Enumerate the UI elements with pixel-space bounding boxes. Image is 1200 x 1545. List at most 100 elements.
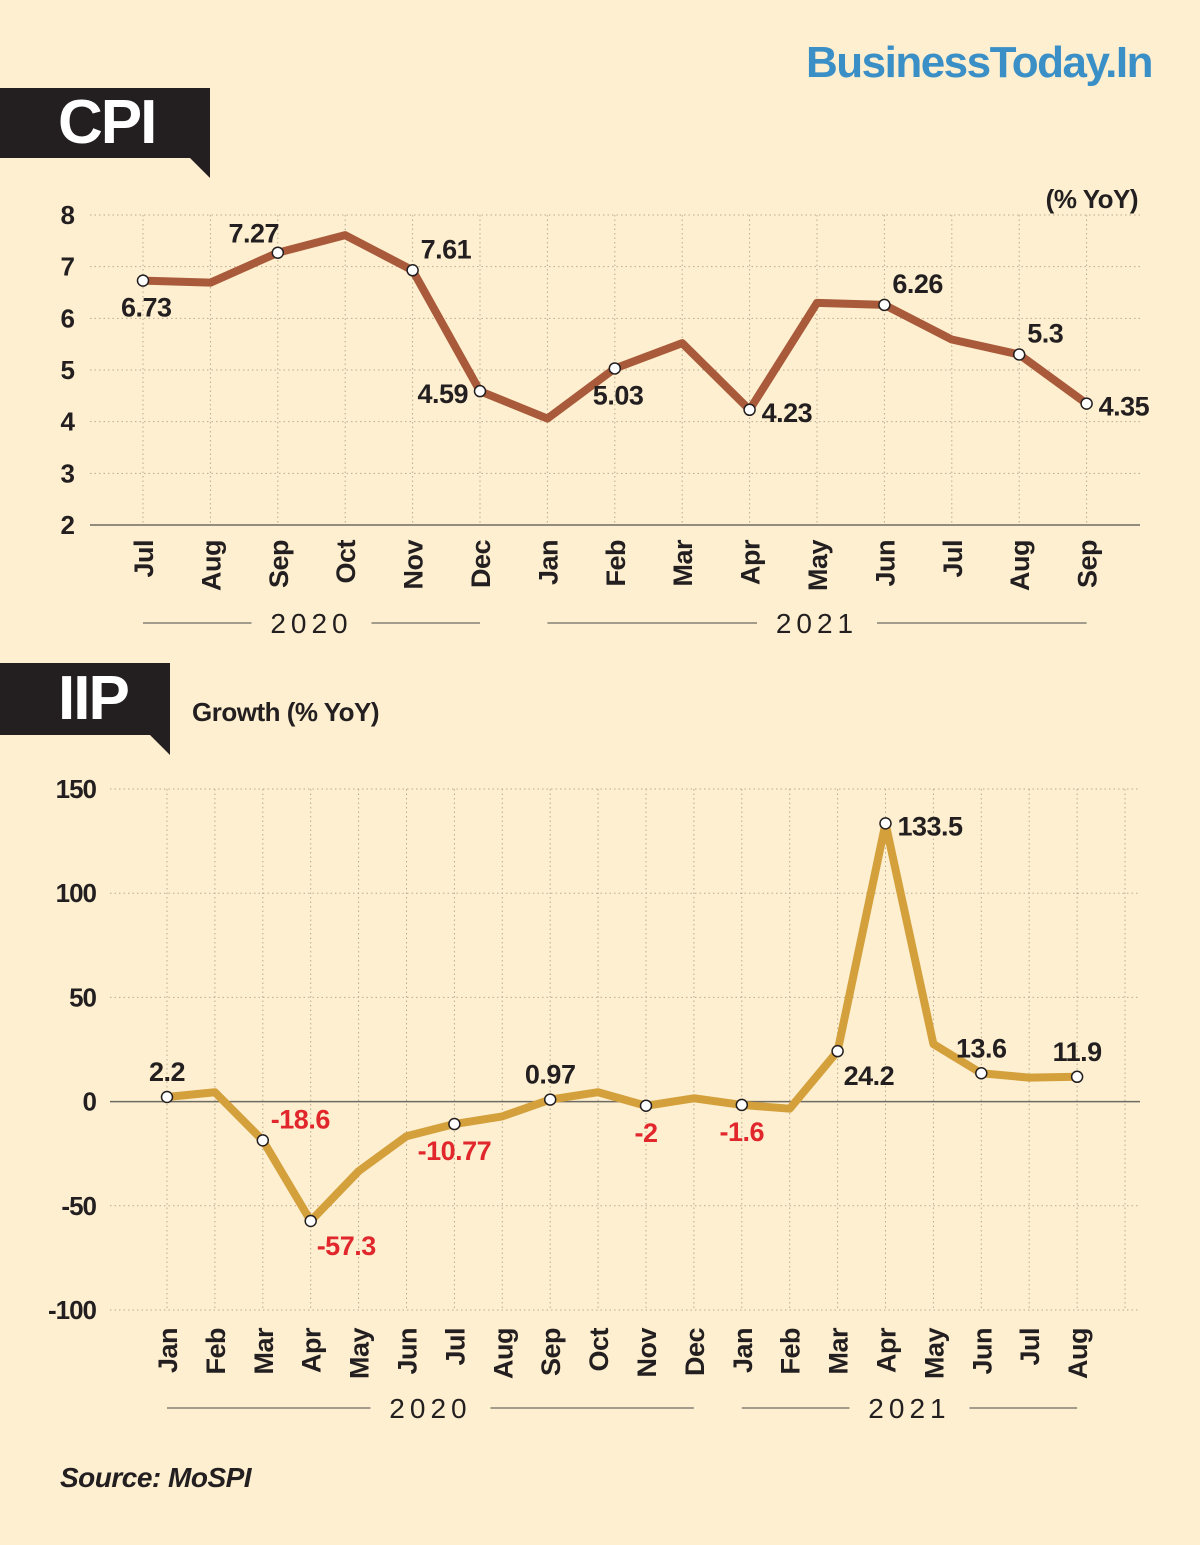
cpi-y-tick-label: 3 — [61, 458, 75, 488]
cpi-data-label: 6.26 — [892, 269, 943, 299]
cpi-x-tick-label: Sep — [264, 540, 294, 588]
iip-x-tick: May — [345, 1328, 375, 1380]
cpi-x-tick-label: Jan — [533, 540, 563, 585]
cpi-line-chart: 2 3 4 5 6 7 8 Jul Aug Sep Oct Nov Dec Jan Feb Mar Apr May… — [61, 200, 1151, 639]
cpi-x-tick: Mar — [668, 539, 698, 587]
cpi-y-tick-label: 5 — [61, 355, 75, 385]
iip-x-tick: Jan — [728, 1328, 758, 1373]
iip-x-tick: May — [919, 1328, 949, 1380]
cpi-point-marker — [743, 403, 756, 417]
iip-x-tick-label: Oct — [584, 1327, 614, 1371]
cpi-x-tick: May — [803, 540, 833, 592]
cpi-x-tick-label: Feb — [601, 540, 631, 587]
iip-point-marker — [735, 1098, 749, 1112]
cpi-point-marker — [608, 362, 622, 375]
iip-x-tick: Feb — [201, 1328, 231, 1375]
iip-line-chart: -100 -50 0 50 100 150 Jan Feb Mar Apr May Jun Jul Aug… — [48, 774, 1140, 1424]
iip-point-marker — [639, 1099, 653, 1113]
iip-data-label: 11.9 — [1053, 1037, 1103, 1067]
iip-point-marker — [448, 1117, 461, 1131]
iip-point-marker — [543, 1093, 557, 1106]
cpi-x-tick-label: Jun — [870, 540, 900, 587]
iip-x-tick: Aug — [1063, 1328, 1093, 1379]
cpi-x-tick: Jul — [129, 540, 159, 578]
cpi-x-tick: Oct — [331, 539, 361, 583]
iip-x-tick: Jul — [440, 1328, 470, 1366]
iip-x-tick-label: Feb — [776, 1328, 806, 1375]
iip-x-tick-label: Mar — [249, 1327, 279, 1375]
cpi-x-tick-label: Oct — [331, 539, 361, 583]
cpi-x-tick-label: Aug — [1005, 540, 1035, 591]
iip-year-label: 2021 — [868, 1393, 950, 1424]
cpi-data-label: 5.3 — [1027, 319, 1064, 349]
cpi-y-tick-label: 6 — [61, 303, 75, 333]
iip-x-tick-label: Aug — [1063, 1328, 1093, 1379]
iip-x-tick-label: Feb — [201, 1328, 231, 1375]
cpi-x-tick: Sep — [264, 540, 294, 588]
cpi-x-tick: Aug — [1005, 540, 1035, 591]
iip-tab-notch — [150, 735, 170, 755]
cpi-point-marker — [406, 264, 419, 277]
iip-x-tick-label: Apr — [872, 1327, 902, 1373]
iip-data-label: 133.5 — [898, 811, 964, 841]
iip-y-tick-label: 150 — [56, 774, 97, 804]
iip-x-tick: Oct — [584, 1327, 614, 1371]
cpi-x-tick: Jul — [938, 540, 968, 578]
iip-x-tick: Jun — [967, 1328, 997, 1375]
iip-section-title: IIP — [0, 663, 170, 735]
iip-x-tick: Aug — [488, 1328, 518, 1379]
cpi-x-tick: Apr — [736, 539, 766, 585]
iip-point-marker — [879, 817, 892, 830]
cpi-point-marker — [1080, 397, 1093, 410]
cpi-x-tick: Dec — [466, 540, 496, 589]
iip-x-tick-label: Sep — [536, 1328, 566, 1376]
iip-x-tick-label: May — [345, 1328, 375, 1380]
cpi-y-tick-label: 8 — [61, 200, 75, 230]
iip-unit-label: Growth (% YoY) — [192, 697, 380, 727]
cpi-x-tick: Jan — [533, 540, 563, 585]
iip-point-marker — [831, 1044, 844, 1058]
cpi-y-tick-label: 2 — [61, 510, 75, 540]
cpi-x-tick-label: Sep — [1073, 540, 1103, 588]
iip-point-marker — [1070, 1070, 1084, 1084]
cpi-tab-notch — [190, 158, 210, 178]
cpi-data-label: 7.27 — [229, 219, 280, 249]
cpi-unit-label: (% YoY) — [1045, 184, 1139, 214]
iip-point-marker — [160, 1090, 174, 1104]
iip-point-marker — [304, 1214, 317, 1228]
cpi-x-tick-label: Aug — [196, 540, 226, 591]
iip-data-label: -1.6 — [720, 1117, 765, 1147]
cpi-x-tick-label: Jul — [938, 540, 968, 578]
iip-x-tick-label: Dec — [680, 1328, 710, 1377]
iip-data-label: -2 — [634, 1118, 657, 1148]
cpi-x-tick-label: Nov — [399, 540, 429, 590]
cpi-year-label: 2021 — [776, 608, 858, 639]
iip-data-label: -10.77 — [418, 1136, 492, 1166]
iip-x-tick-label: Mar — [824, 1327, 854, 1375]
iip-x-tick: Dec — [680, 1328, 710, 1377]
cpi-x-tick-label: Mar — [668, 539, 698, 587]
cpi-x-tick-label: May — [803, 540, 833, 592]
iip-x-tick: Apr — [872, 1327, 902, 1373]
iip-data-label: -57.3 — [317, 1231, 377, 1261]
cpi-x-tick: Sep — [1073, 540, 1103, 588]
cpi-x-tick-label: Jul — [129, 540, 159, 578]
iip-data-label: 2.2 — [149, 1057, 185, 1087]
iip-x-tick: Jul — [1015, 1328, 1045, 1366]
iip-x-tick: Jan — [153, 1328, 183, 1373]
iip-x-tick: Nov — [632, 1328, 662, 1378]
iip-data-label: -18.6 — [271, 1104, 331, 1134]
iip-series-line — [163, 819, 1082, 1226]
cpi-point-marker — [878, 298, 891, 312]
cpi-data-label: 4.59 — [417, 379, 468, 409]
iip-data-label: 0.97 — [525, 1060, 576, 1090]
iip-y-tick-label: -50 — [61, 1191, 96, 1221]
cpi-x-tick: Feb — [601, 540, 631, 587]
cpi-section-title: CPI — [0, 88, 210, 158]
iip-point-marker — [975, 1067, 988, 1080]
cpi-year-label: 2020 — [270, 608, 352, 639]
cpi-x-tick-label: Apr — [736, 539, 766, 585]
iip-data-label: 24.2 — [844, 1061, 895, 1091]
cpi-x-tick: Aug — [196, 540, 226, 591]
iip-y-tick-label: 100 — [56, 878, 97, 908]
